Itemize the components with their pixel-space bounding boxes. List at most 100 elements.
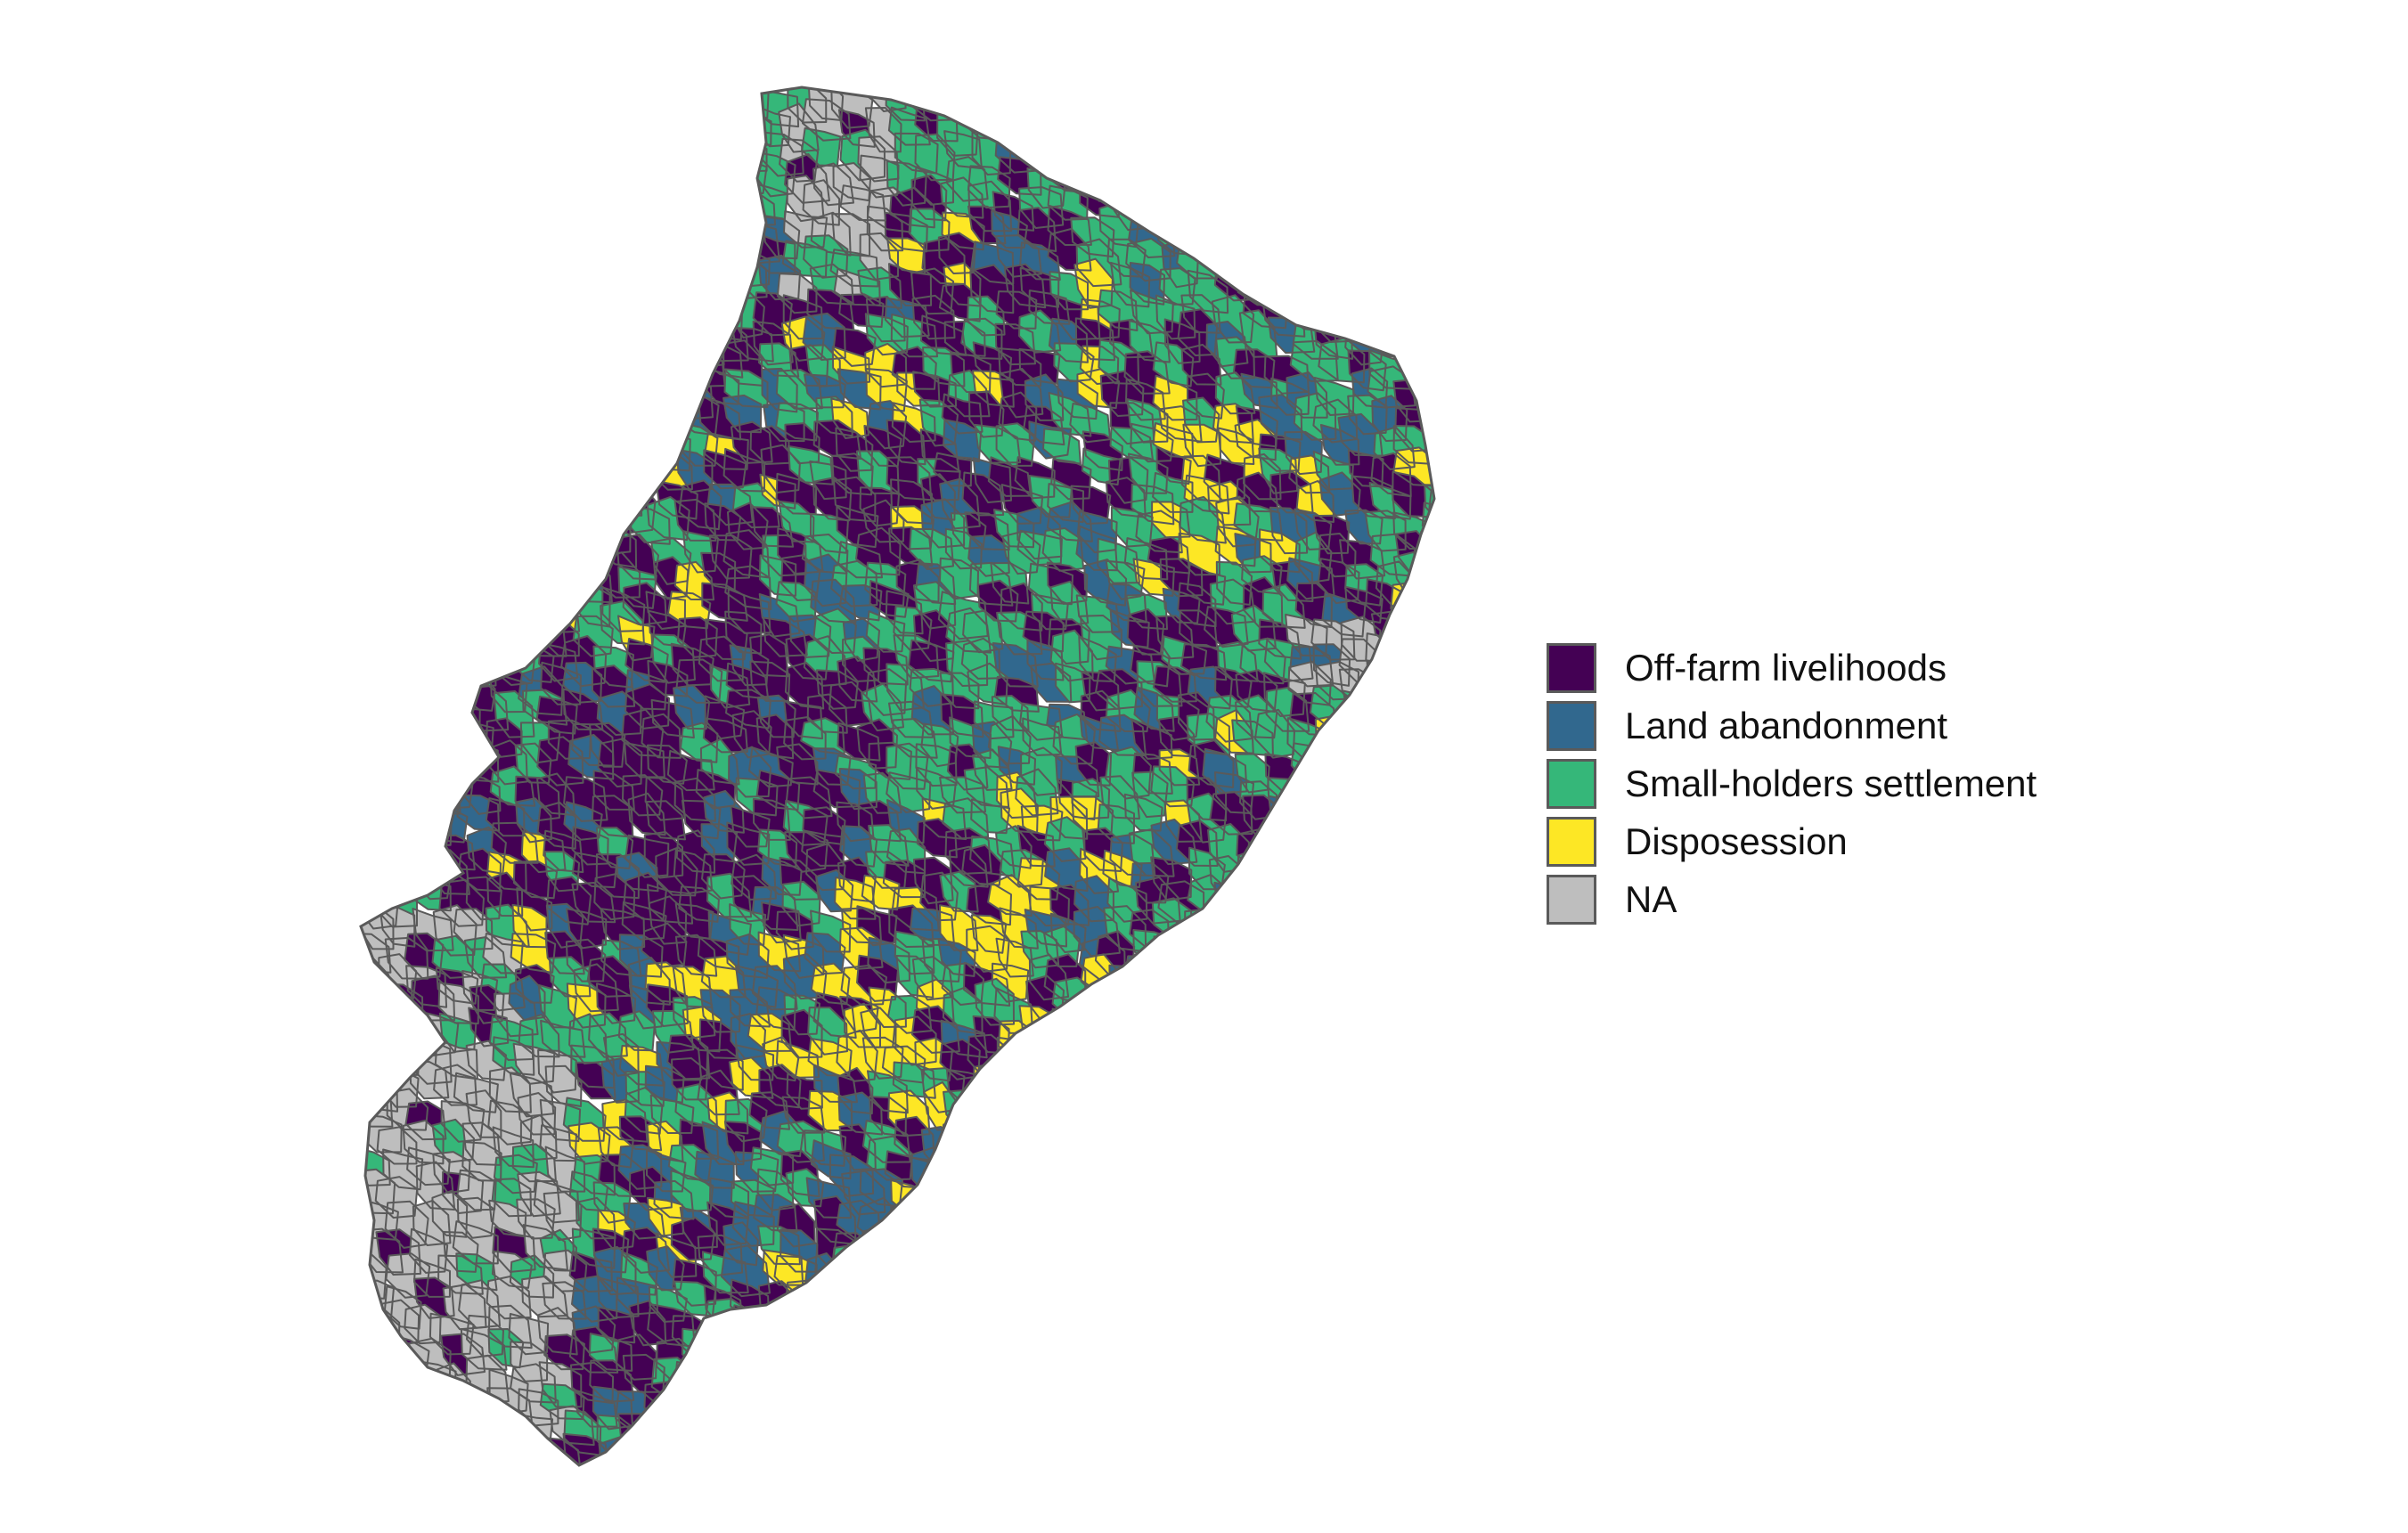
municipality-smallhold	[1389, 1227, 1434, 1276]
municipality-offfarm	[520, 188, 563, 227]
municipality-offfarm	[1366, 1264, 1401, 1299]
municipality-offfarm	[965, 1409, 1010, 1451]
municipality-offfarm	[405, 370, 449, 408]
municipality-abandon	[1136, 158, 1180, 199]
municipality-border	[841, 1305, 885, 1347]
municipality-smallhold	[1130, 102, 1168, 138]
municipality-border	[1312, 855, 1349, 900]
municipality-border	[998, 1389, 1043, 1436]
municipality-border	[909, 527, 954, 570]
municipality-border	[918, 1420, 956, 1465]
municipality-dispo	[539, 585, 580, 633]
municipality-offfarm	[403, 128, 442, 175]
municipality-abandon	[975, 1231, 1016, 1274]
municipality-border	[413, 1392, 455, 1439]
municipality-border	[644, 396, 686, 444]
municipality-smallhold	[1373, 1019, 1413, 1061]
municipality-border	[1430, 804, 1434, 844]
municipality-border	[654, 109, 696, 149]
municipality-smallhold	[361, 401, 400, 446]
municipality-offfarm	[780, 1310, 818, 1356]
municipality-border	[1106, 238, 1147, 278]
municipality-border	[403, 103, 444, 145]
municipality-border	[511, 289, 551, 333]
municipality-border	[1258, 447, 1299, 494]
municipality-smallhold	[492, 155, 534, 200]
municipality-offfarm	[1419, 1392, 1434, 1435]
municipality-offfarm	[1181, 1317, 1219, 1354]
municipality-border	[1212, 1074, 1253, 1111]
municipality-border	[758, 554, 797, 597]
municipality-border	[1320, 1414, 1364, 1463]
municipality-border	[1132, 558, 1175, 597]
municipality-smallhold	[813, 1442, 857, 1465]
municipality-border	[1294, 208, 1337, 246]
municipality-smallhold	[1258, 87, 1305, 125]
municipality-border	[547, 530, 588, 568]
municipality-border	[1261, 1250, 1306, 1292]
municipality-border	[1123, 87, 1168, 119]
municipality-dispo	[1235, 943, 1272, 983]
municipality-border	[864, 107, 902, 153]
municipality-smallhold	[434, 508, 478, 549]
municipality-offfarm	[650, 1472, 690, 1513]
municipality-border	[1102, 1097, 1142, 1142]
municipality-abandon	[468, 589, 507, 637]
municipality-border	[1049, 1034, 1087, 1075]
municipality-border	[1020, 1445, 1065, 1465]
municipality-smallhold	[575, 139, 616, 177]
municipality-smallhold	[1343, 1098, 1384, 1138]
municipality-smallhold	[1133, 930, 1172, 967]
municipality-smallhold	[494, 1414, 532, 1457]
municipality-smallhold	[1392, 762, 1433, 803]
municipality-abandon	[1343, 987, 1385, 1028]
municipality-border	[1109, 608, 1150, 648]
municipality-border	[487, 403, 531, 449]
municipality-border	[1028, 289, 1071, 325]
municipality-offfarm	[861, 1389, 902, 1431]
municipality-dispo	[1100, 989, 1143, 1031]
municipality-offfarm	[650, 343, 689, 384]
municipality-border	[1151, 1364, 1190, 1403]
municipality-border	[1401, 1475, 1441, 1518]
municipality-border	[1237, 87, 1280, 127]
municipality-border	[1340, 1316, 1381, 1359]
municipality-smallhold	[1419, 311, 1434, 353]
municipality-offfarm	[592, 347, 639, 384]
municipality-smallhold	[706, 135, 750, 175]
municipality-smallhold	[645, 397, 685, 443]
municipality-border	[489, 609, 534, 650]
municipality-offfarm	[380, 366, 417, 406]
municipality-smallhold	[509, 105, 548, 144]
municipality-border	[361, 87, 388, 125]
municipality-smallhold	[1290, 831, 1332, 876]
municipality-smallhold	[1348, 822, 1388, 865]
municipality-offfarm	[1186, 1441, 1233, 1465]
municipality-border	[1288, 977, 1330, 1022]
municipality-border	[996, 1224, 1040, 1263]
municipality-smallhold	[1402, 1416, 1434, 1455]
municipality-border	[1159, 1061, 1204, 1105]
municipality-smallhold	[1372, 711, 1415, 754]
municipality-abandon	[491, 375, 530, 422]
municipality-smallhold	[1234, 1389, 1278, 1427]
municipality-offfarm	[542, 377, 585, 418]
municipality-border	[1419, 741, 1434, 788]
municipality-offfarm	[1313, 856, 1348, 899]
municipality-border	[1418, 345, 1434, 387]
municipality-smallhold	[361, 852, 394, 895]
municipality-abandon	[805, 1253, 845, 1297]
municipality-border	[1371, 710, 1416, 755]
municipality-border	[1318, 183, 1355, 228]
municipality-border	[705, 618, 748, 661]
municipality-dispo	[674, 214, 722, 263]
municipality-border	[388, 1443, 429, 1465]
municipality-border	[1210, 1092, 1251, 1136]
municipality-border	[645, 265, 685, 308]
municipality-border	[939, 1203, 980, 1249]
municipality-offfarm	[891, 1412, 928, 1447]
municipality-abandon	[630, 104, 665, 145]
municipality-abandon	[1344, 963, 1388, 1001]
municipality-smallhold	[1265, 1063, 1304, 1106]
municipality-border	[1074, 1064, 1114, 1109]
